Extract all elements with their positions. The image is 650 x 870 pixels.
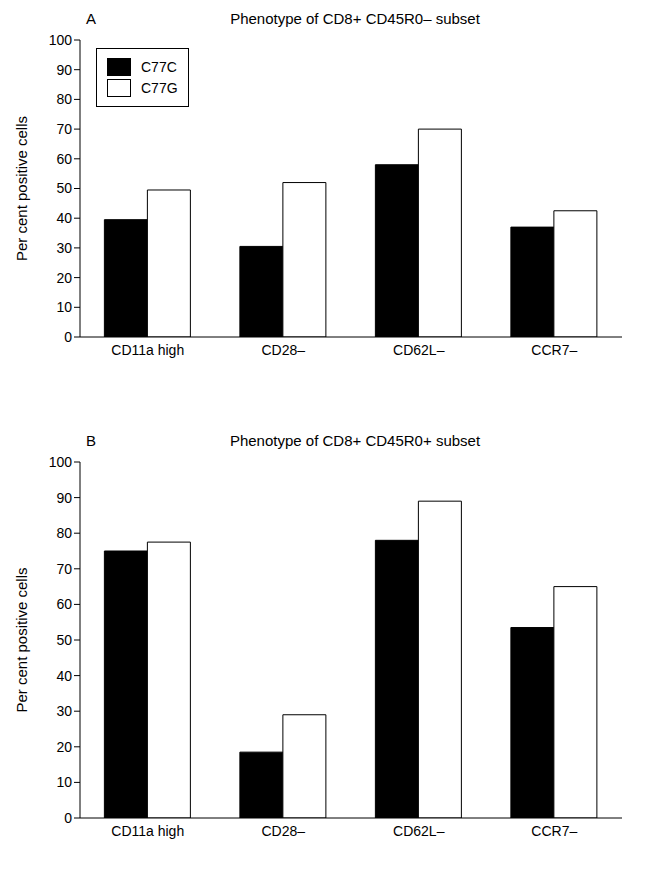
- svg-text:CD62L–: CD62L–: [393, 342, 445, 358]
- html-text:C77C: C77C: [141, 59, 177, 75]
- svg-text:50: 50: [56, 632, 72, 648]
- svg-text:CD11a high: CD11a high: [111, 342, 184, 358]
- html-text:A: A: [86, 10, 96, 27]
- svg-text:20: 20: [56, 270, 72, 286]
- svg-text:CD28–: CD28–: [261, 342, 305, 358]
- svg-text:40: 40: [56, 668, 72, 684]
- svg-text:20: 20: [56, 739, 72, 755]
- svg-text:CD28–: CD28–: [261, 823, 305, 839]
- html-text:Phenotype of CD8+ CD45R0+ subs: Phenotype of CD8+ CD45R0+ subset: [229, 432, 481, 449]
- svg-text:80: 80: [56, 91, 72, 107]
- html-text:Phenotype of CD8+ CD45R0– subs: Phenotype of CD8+ CD45R0– subset: [230, 10, 480, 27]
- svg-text:CCR7–: CCR7–: [531, 823, 577, 839]
- svg-text:100: 100: [49, 454, 73, 470]
- svg-text:30: 30: [56, 240, 72, 256]
- html-text:C77G: C77G: [141, 80, 178, 96]
- svg-text:90: 90: [56, 62, 72, 78]
- svg-text:70: 70: [56, 561, 72, 577]
- svg-text:0: 0: [64, 329, 72, 345]
- svg-text:Per cent positive cells: Per cent positive cells: [13, 567, 30, 712]
- svg-text:0: 0: [64, 810, 72, 826]
- svg-text:30: 30: [56, 703, 72, 719]
- svg-text:40: 40: [56, 210, 72, 226]
- svg-text:CD11a high: CD11a high: [111, 823, 184, 839]
- svg-text:CD62L–: CD62L–: [393, 823, 445, 839]
- svg-text:90: 90: [56, 490, 72, 506]
- svg-text:70: 70: [56, 121, 72, 137]
- svg-text:Per cent positive cells: Per cent positive cells: [13, 116, 30, 261]
- html-text:B: B: [86, 432, 96, 449]
- svg-text:CCR7–: CCR7–: [531, 342, 577, 358]
- svg-text:50: 50: [56, 180, 72, 196]
- svg-text:60: 60: [56, 151, 72, 167]
- svg-text:80: 80: [56, 525, 72, 541]
- svg-text:10: 10: [56, 774, 72, 790]
- svg-text:10: 10: [56, 299, 72, 315]
- svg-text:100: 100: [49, 32, 73, 48]
- svg-text:60: 60: [56, 596, 72, 612]
